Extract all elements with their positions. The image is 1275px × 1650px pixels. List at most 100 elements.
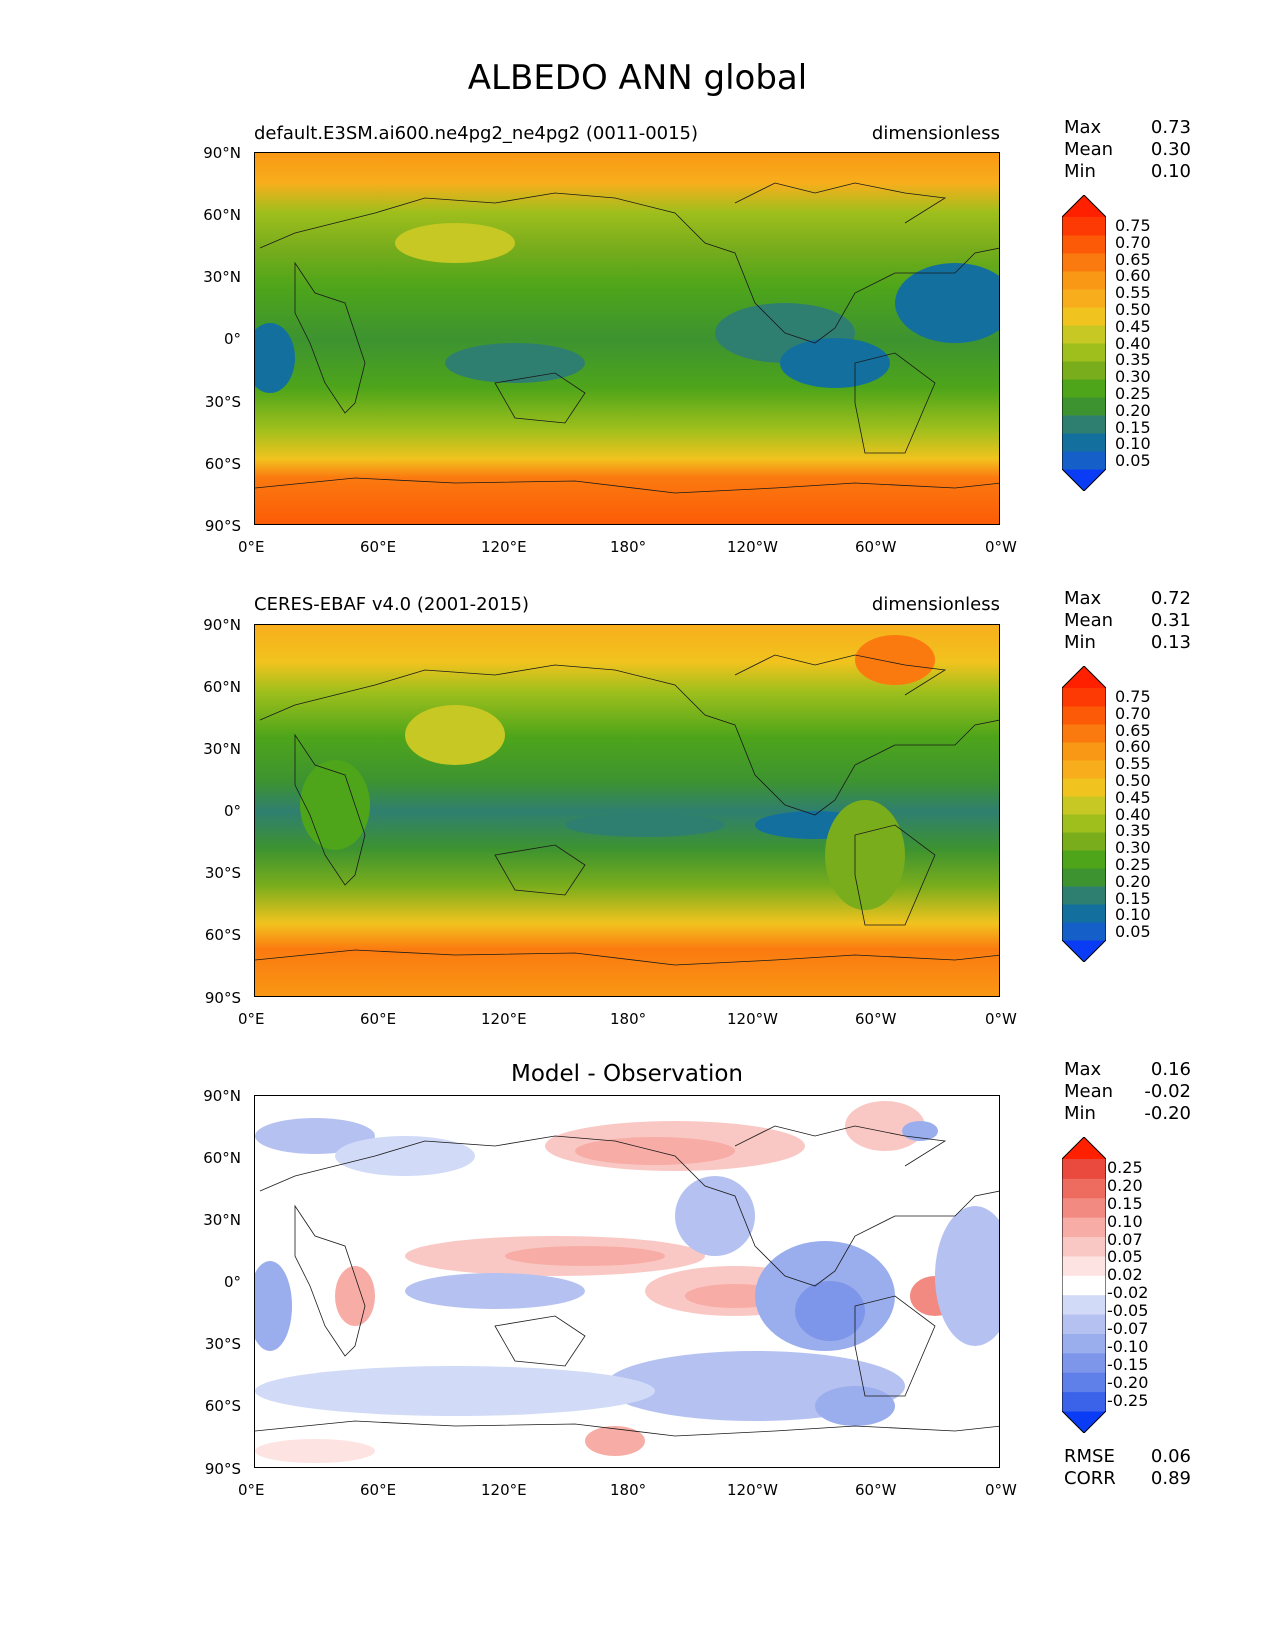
colorbar-swatch — [1062, 1352, 1106, 1373]
panel-2-coastlines — [255, 654, 999, 966]
panel-2-xtick: 60°W — [855, 1010, 897, 1028]
panel-3-ytick: 30°S — [204, 1335, 241, 1353]
panel-3-colorbar — [1061, 1136, 1107, 1434]
colorbar-label: 0.35 — [1115, 821, 1151, 841]
colorbar-label: 0.25 — [1115, 854, 1151, 874]
panel-3-center-title: Model - Observation — [510, 1061, 744, 1087]
panel-1-xtick: 0°E — [238, 538, 265, 556]
panel-3-mean-value: -0.02 — [1144, 1081, 1191, 1102]
colorbar-label: -0.02 — [1107, 1283, 1149, 1303]
panel-1-coastlines — [255, 182, 999, 494]
colorbar-label: 0.55 — [1115, 283, 1151, 303]
panel-1-colorbar-labels: 0.75 0.70 0.65 0.60 0.55 0.50 0.45 0.40 … — [1115, 218, 1151, 470]
colorbar-swatch — [1062, 217, 1106, 236]
colorbar-label: 0.25 — [1107, 1158, 1143, 1177]
panel-2-ytick: 90°S — [204, 989, 241, 1007]
colorbar-label: -0.05 — [1107, 1301, 1149, 1321]
colorbar-label: 0.50 — [1115, 299, 1151, 319]
panel-2-mean-label: Mean — [1064, 610, 1114, 631]
panel-2-mean-value: 0.31 — [1150, 610, 1191, 631]
panel-1-min-label: Min — [1064, 161, 1096, 182]
panel-1-mean-value: 0.30 — [1150, 139, 1191, 160]
panel-3-ytick: 0° — [223, 1273, 241, 1291]
colorbar-swatch — [1062, 850, 1106, 869]
colorbar-label: 0.65 — [1115, 249, 1151, 269]
colorbar-swatch — [1062, 688, 1106, 707]
panel-2-ytick: 90°N — [203, 616, 241, 634]
panel-2-xtick: 180° — [610, 1010, 647, 1028]
panel-2-max-value: 0.72 — [1150, 588, 1191, 609]
panel-2-min-label: Min — [1064, 632, 1096, 653]
panel-2-left-title: CERES-EBAF v4.0 (2001-2015) — [254, 594, 530, 615]
colorbar-swatch — [1062, 361, 1106, 380]
colorbar-label: 0.10 — [1115, 905, 1151, 925]
colorbar-label: 0.30 — [1115, 838, 1151, 858]
colorbar-swatch — [1062, 253, 1106, 272]
colorbar-swatch — [1062, 1333, 1106, 1354]
colorbar-label: 0.60 — [1115, 266, 1151, 286]
panel-3-xtick: 120°W — [727, 1481, 778, 1499]
colorbar-under-extension — [1062, 1411, 1106, 1433]
panel-1-map — [254, 152, 1000, 525]
panel-3-xtick: 60°W — [855, 1481, 897, 1499]
panel-3-min-value: -0.20 — [1144, 1103, 1191, 1124]
colorbar-label: 0.60 — [1115, 737, 1151, 757]
panel-1-min-value: 0.10 — [1150, 161, 1191, 182]
colorbar-swatch — [1062, 1236, 1106, 1257]
colorbar-swatch — [1062, 379, 1106, 398]
colorbar-label: 0.45 — [1115, 787, 1151, 807]
colorbar-swatch — [1062, 343, 1106, 362]
panel-2-xtick: 60°E — [360, 1010, 397, 1028]
colorbar-label: 0.75 — [1115, 216, 1151, 235]
panel-3-ytick: 60°S — [204, 1397, 241, 1415]
panel-3-rmse-value: 0.06 — [1150, 1446, 1191, 1467]
panel-3-xtick: 0°W — [985, 1481, 1017, 1499]
colorbar-swatch — [1062, 886, 1106, 905]
panel-1-ytick: 60°S — [204, 455, 241, 473]
panel-3-rmse-label: RMSE — [1064, 1446, 1115, 1467]
panel-3-max-label: Max — [1064, 1059, 1102, 1080]
colorbar-swatch — [1062, 289, 1106, 308]
colorbar-swatch — [1062, 760, 1106, 779]
panel-3-mean-label: Mean — [1064, 1081, 1114, 1102]
colorbar-label: 0.05 — [1115, 451, 1151, 471]
panel-3-xtick: 60°E — [360, 1481, 397, 1499]
panel-1-xtick: 120°E — [481, 538, 527, 556]
panel-1-ytick: 30°S — [204, 393, 241, 411]
panel-2-xtick: 120°E — [481, 1010, 527, 1028]
panel-2-colorbar-labels: 0.75 0.70 0.65 0.60 0.55 0.50 0.45 0.40 … — [1115, 689, 1151, 941]
colorbar-swatch — [1062, 325, 1106, 344]
panel-2-xtick: 0°W — [985, 1010, 1017, 1028]
panel-1-ytick: 90°N — [203, 144, 241, 162]
panel-3-corr-value: 0.89 — [1150, 1468, 1191, 1489]
panel-1-xtick: 60°W — [855, 538, 897, 556]
panel-1-ytick: 0° — [223, 330, 241, 348]
panel-2-ytick: 60°N — [203, 678, 241, 696]
colorbar-over-extension — [1062, 1137, 1106, 1159]
colorbar-swatch — [1062, 415, 1106, 434]
colorbar-swatch — [1062, 814, 1106, 833]
colorbar-label: 0.20 — [1107, 1175, 1143, 1195]
panel-3-corr-label: CORR — [1064, 1468, 1116, 1489]
colorbar-label: 0.15 — [1107, 1193, 1143, 1213]
panel-3-ytick: 90°S — [204, 1460, 241, 1478]
colorbar-label: 0.15 — [1115, 417, 1151, 437]
colorbar-label: 0.25 — [1115, 383, 1151, 403]
colorbar-swatch — [1062, 235, 1106, 254]
figure-title: ALBEDO ANN global — [467, 58, 808, 98]
panel-2-xtick: 120°W — [727, 1010, 778, 1028]
colorbar-swatch — [1062, 706, 1106, 725]
colorbar-swatch — [1062, 397, 1106, 416]
panel-1-mean-label: Mean — [1064, 139, 1114, 160]
panel-2-max-label: Max — [1064, 588, 1102, 609]
colorbar-swatch — [1062, 724, 1106, 743]
colorbar-swatch — [1062, 832, 1106, 851]
colorbar-swatch — [1062, 868, 1106, 887]
colorbar-swatch — [1062, 796, 1106, 815]
colorbar-swatch — [1062, 1275, 1106, 1296]
panel-2-greenland-high-albedo — [855, 635, 935, 685]
panel-1-max-value: 0.73 — [1150, 117, 1191, 138]
panel-3-min-label: Min — [1064, 1103, 1096, 1124]
panel-2-right-title: dimensionless — [871, 594, 1000, 615]
colorbar-swatch — [1062, 778, 1106, 797]
